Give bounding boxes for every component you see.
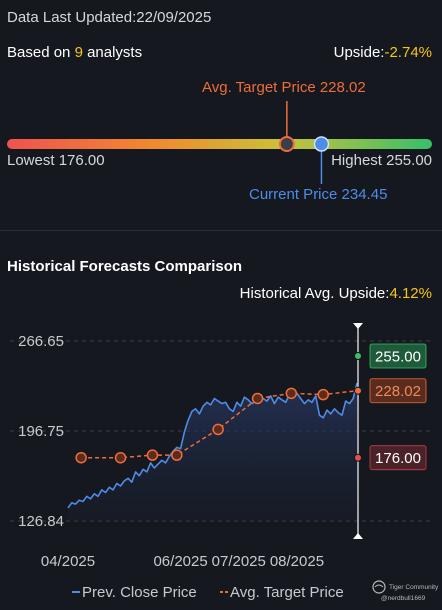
based-suffix: analysts bbox=[82, 44, 143, 61]
lowest-price-label: Lowest 176.00 bbox=[7, 152, 105, 169]
x-tick-label: 08/2025 bbox=[270, 553, 324, 570]
highest-price-label: Highest 255.00 bbox=[331, 152, 432, 169]
avg-target-point bbox=[146, 449, 159, 461]
avg-target-point bbox=[212, 423, 224, 436]
historical-section-title: Historical Forecasts Comparison bbox=[7, 258, 243, 275]
high-target-badge-label: 255.00 bbox=[375, 348, 421, 365]
data-last-updated: Data Last Updated:22/09/2025 bbox=[7, 9, 211, 26]
avg-target-point bbox=[114, 451, 127, 464]
avg-target-point bbox=[251, 392, 264, 405]
updated-date: 22/09/2025 bbox=[136, 9, 212, 26]
upside-value: -2.74% bbox=[384, 44, 432, 61]
y-tick-label: 266.65 bbox=[18, 333, 64, 350]
legend-target-label: Avg. Target Price bbox=[230, 584, 344, 601]
analyst-count-line: Based on 9 analysts bbox=[7, 44, 142, 61]
close-price-line bbox=[67, 382, 358, 509]
avg-target-badge-label: 228.02 bbox=[375, 383, 421, 400]
y-tick-label: 126.84 bbox=[18, 513, 64, 530]
high-target-dot bbox=[354, 351, 362, 360]
avg-target-point bbox=[285, 387, 298, 400]
watermark-brand: Tiger Community bbox=[389, 584, 439, 591]
watermark: Tiger Community @nerdbull1669 bbox=[372, 580, 439, 602]
avg-target-label: Avg. Target Price 228.02 bbox=[202, 79, 366, 96]
avg-target-point bbox=[317, 388, 329, 401]
avg-target-marker bbox=[278, 136, 295, 152]
avg-target-badge bbox=[369, 378, 427, 404]
close-price-area bbox=[68, 383, 357, 521]
x-tick-label: 04/2025 bbox=[41, 553, 95, 570]
section-divider bbox=[0, 230, 442, 231]
tiger-logo-icon bbox=[372, 580, 386, 594]
current-price-marker bbox=[313, 136, 330, 152]
low-target-badge bbox=[369, 445, 427, 471]
price-range-bar bbox=[7, 101, 432, 184]
x-tick-label: 06/2025 bbox=[153, 553, 207, 570]
avg-target-dot bbox=[354, 386, 362, 395]
avg-target-line bbox=[81, 389, 358, 459]
cursor-top-arrow-icon bbox=[353, 323, 363, 329]
cursor-bottom-arrow-icon bbox=[353, 533, 363, 539]
avg-target-point bbox=[171, 449, 183, 461]
updated-label: Data Last Updated: bbox=[7, 9, 137, 26]
low-target-dot bbox=[354, 453, 362, 462]
high-target-badge bbox=[369, 343, 427, 369]
historical-upside-value: 4.12% bbox=[389, 285, 432, 302]
y-tick-label: 196.75 bbox=[18, 423, 64, 440]
upside-line: Upside:-2.74% bbox=[334, 44, 432, 61]
chart-legend: Prev. Close Price Avg. Target Price bbox=[72, 584, 344, 601]
legend-close-label: Prev. Close Price bbox=[82, 584, 197, 601]
avg-target-point bbox=[75, 451, 87, 464]
watermark-handle: @nerdbull1669 bbox=[381, 595, 426, 602]
current-price-label: Current Price 234.45 bbox=[249, 186, 388, 203]
upside-label: Upside: bbox=[333, 44, 385, 61]
analyst-count: 9 bbox=[74, 44, 83, 61]
based-prefix: Based on bbox=[7, 44, 75, 61]
tiger-logo-stripe bbox=[374, 584, 384, 588]
historical-upside-line: Historical Avg. Upside:4.12% bbox=[240, 285, 432, 302]
low-target-badge-label: 176.00 bbox=[375, 450, 421, 467]
x-tick-label: 07/2025 bbox=[212, 553, 266, 570]
historical-upside-label: Historical Avg. Upside: bbox=[239, 285, 390, 302]
